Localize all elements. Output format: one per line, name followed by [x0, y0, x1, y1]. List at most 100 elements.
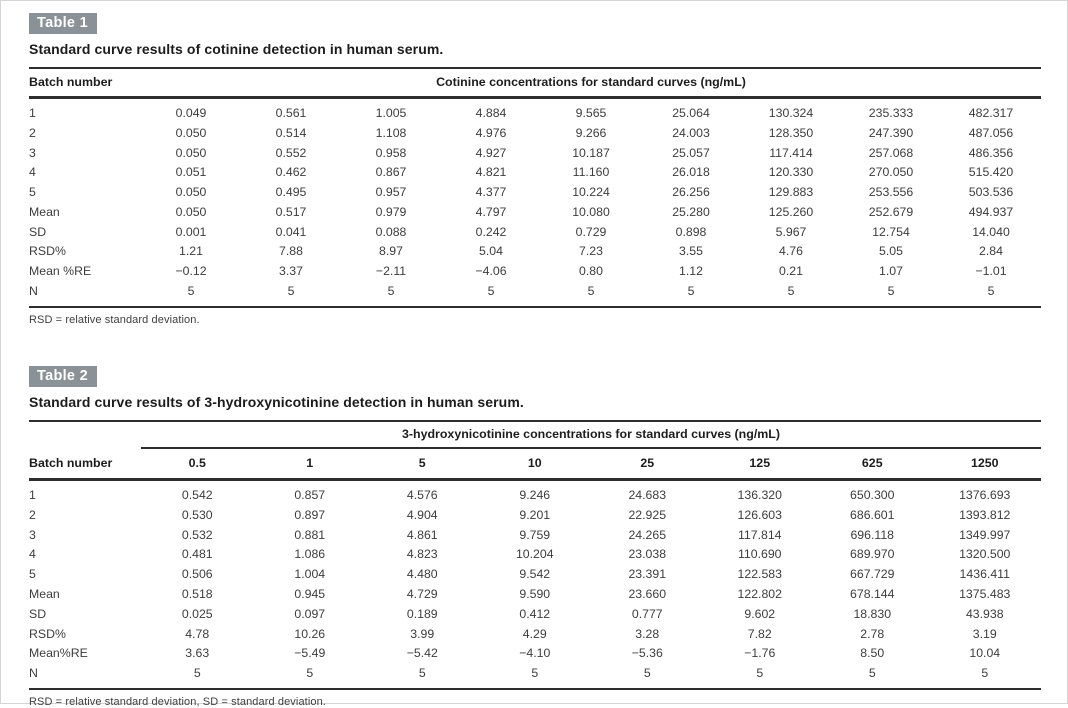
table2: 3-hydroxynicotinine concentrations for s…	[29, 420, 1041, 690]
table1-span-header: Cotinine concentrations for standard cur…	[141, 67, 1041, 99]
concentration-header: 25	[591, 448, 704, 482]
table-cell: 1.07	[879, 264, 903, 279]
table-cell: 0.857	[294, 488, 326, 503]
table-cell: 24.683	[628, 488, 667, 503]
table-cell: −1.76	[744, 646, 776, 661]
table-cell: 482.317	[968, 106, 1014, 120]
table-row: 4 0.051 0.462 0.867 4.821 11.160 26.018 120.330…	[29, 163, 1041, 183]
table-cell: 10.204	[515, 547, 554, 562]
table-cell: 0.958	[375, 145, 407, 160]
table-cell: 0.945	[294, 586, 326, 601]
table-row: N 5 5 5 5 5 5 5 5 5	[29, 282, 1041, 307]
table-cell: 122.802	[737, 586, 782, 601]
concentration-header: 10	[478, 448, 591, 482]
table-cell: 110.690	[737, 547, 782, 562]
table-cell: 5	[587, 284, 595, 299]
table-cell: 23.038	[628, 547, 667, 562]
table-cell: 5	[643, 666, 651, 681]
table-cell: 0.462	[275, 165, 307, 180]
table-cell: 5	[868, 666, 876, 681]
table2-section: Table 2 Standard curve results of 3-hydr…	[29, 366, 1041, 708]
row-label: 5	[29, 185, 36, 200]
table-cell: −5.42	[406, 646, 438, 661]
table-cell: 120.330	[768, 165, 814, 180]
table-cell: 25.064	[672, 106, 710, 120]
table-row: Mean 0.518 0.945 4.729 9.590 23.660 122.802 678…	[29, 585, 1041, 605]
table2-footnote: RSD = relative standard deviation, SD = …	[29, 696, 326, 708]
table-cell: 4.729	[406, 586, 438, 601]
table-cell: 22.925	[628, 507, 667, 522]
table2-header-row: Batch number 0.5 1 5 10 25 125 625 1250	[29, 448, 1041, 482]
table1-body: 1 0.049 0.561 1.005 4.884 9.565 25.064 130.324 2…	[29, 98, 1041, 308]
table-cell: 686.601	[850, 507, 895, 522]
row-label: 3	[29, 145, 36, 160]
table-row: 2 0.530 0.897 4.904 9.201 22.925 126.603 686.60…	[29, 505, 1041, 525]
table2-batch-number-header: Batch number	[29, 448, 141, 482]
table-row: 1 0.049 0.561 1.005 4.884 9.565 25.064 130.324 2…	[29, 98, 1041, 124]
table-cell: 0.552	[275, 145, 307, 160]
table-cell: 5	[187, 284, 195, 299]
table-row: RSD% 4.78 10.26 3.99 4.29 3.28 7.82 2.78 3.19	[29, 624, 1041, 644]
table-cell: 1376.693	[959, 488, 1011, 503]
table-cell: 0.050	[175, 125, 207, 140]
table-cell: 252.679	[868, 204, 914, 219]
table-cell: 26.256	[672, 185, 710, 200]
row-label: 1	[29, 488, 36, 503]
table-cell: 3.19	[972, 626, 997, 641]
table-cell: 117.414	[769, 145, 813, 160]
table-cell: 0.051	[175, 165, 207, 180]
table-cell: 136.320	[737, 488, 782, 503]
table-cell: 4.377	[475, 185, 507, 200]
table-cell: 1349.997	[959, 527, 1011, 542]
table-row: 3 0.050 0.552 0.958 4.927 10.187 25.057 117.414…	[29, 143, 1041, 163]
table-cell: 3.37	[279, 264, 303, 279]
table-cell: 0.21	[779, 264, 803, 279]
table-cell: 0.530	[181, 507, 213, 522]
table-cell: 0.898	[675, 224, 707, 239]
table-cell: 1375.483	[959, 586, 1011, 601]
table-cell: 4.976	[475, 125, 507, 140]
table-row: SD 0.001 0.041 0.088 0.242 0.729 0.898 5.967 12.…	[29, 222, 1041, 242]
table-cell: 4.29	[522, 626, 547, 641]
table-cell: 257.068	[868, 145, 914, 160]
table2-span-header: 3-hydroxynicotinine concentrations for s…	[141, 420, 1041, 450]
row-label: RSD%	[29, 244, 66, 259]
table-cell: 5	[756, 666, 764, 681]
table-cell: 122.583	[737, 567, 782, 582]
table-cell: 515.420	[968, 165, 1014, 180]
table-cell: 689.970	[850, 547, 895, 562]
table-cell: 1.12	[679, 264, 703, 279]
row-label: 5	[29, 567, 36, 582]
table-cell: 5	[887, 284, 895, 299]
table-cell: 3.28	[635, 626, 660, 641]
table-cell: 24.003	[672, 125, 710, 140]
concentration-header: 625	[816, 448, 929, 482]
table1-footnote: RSD = relative standard deviation.	[29, 314, 200, 327]
table-cell: 1436.411	[959, 567, 1010, 582]
table-row: N 5 5 5 5 5 5 5 5	[29, 664, 1041, 689]
table-cell: 5	[387, 284, 395, 299]
table-cell: 5	[981, 666, 989, 681]
table-cell: 486.356	[968, 145, 1014, 160]
table-cell: 5	[487, 284, 495, 299]
table-cell: 9.246	[519, 488, 551, 503]
table-cell: 0.514	[275, 125, 307, 140]
row-label: 4	[29, 165, 36, 180]
table-cell: 23.391	[628, 567, 667, 582]
table-cell: 5.05	[879, 244, 903, 259]
table-cell: 130.324	[768, 106, 814, 120]
table-cell: 0.80	[579, 264, 603, 279]
table-cell: 9.590	[519, 586, 551, 601]
table-row: 3 0.532 0.881 4.861 9.759 24.265 117.814 696.11…	[29, 525, 1041, 545]
table-cell: 0.979	[375, 204, 407, 219]
table-cell: 0.412	[519, 606, 551, 621]
table-cell: 9.542	[519, 567, 551, 582]
row-label: SD	[29, 606, 47, 621]
table-cell: 10.187	[572, 145, 610, 160]
row-label: N	[29, 284, 38, 299]
table-cell: 10.26	[294, 626, 326, 641]
table-cell: 3.63	[185, 646, 210, 661]
table-row: SD 0.025 0.097 0.189 0.412 0.777 9.602 18.830 43…	[29, 604, 1041, 624]
table-cell: 0.777	[631, 606, 663, 621]
row-label: N	[29, 666, 38, 681]
